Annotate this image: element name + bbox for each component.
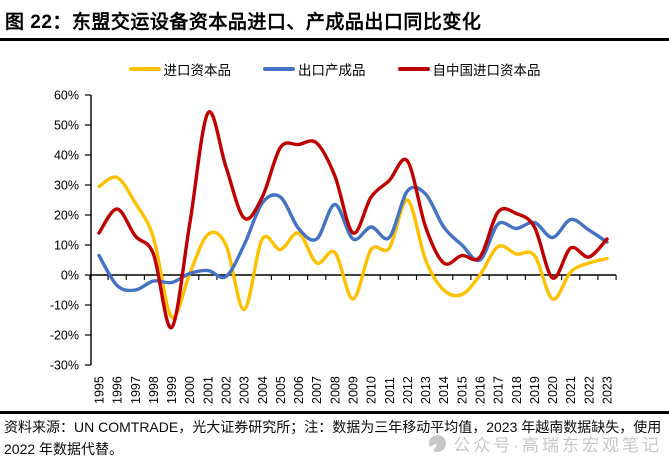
x-axis-label: 2000	[183, 376, 197, 404]
x-axis-label: 2008	[328, 376, 342, 404]
figure-title: 图 22：东盟交运设备资本品进口、产成品出口同比变化	[5, 12, 482, 33]
x-axis-label: 2015	[455, 376, 469, 404]
x-axis-label: 2018	[510, 376, 524, 404]
x-axis-label: 2013	[419, 376, 433, 404]
y-axis-label: -10%	[50, 299, 79, 313]
bottom-divider	[0, 411, 669, 414]
y-axis-label: 50%	[54, 119, 79, 133]
x-axis-label: 1995	[93, 376, 107, 404]
series-line-imports-capital-goods	[97, 175, 609, 320]
chart-area: 60% 50% 40% 30% 20% 10% 0% -10% -20% -30% 1995 1996…	[0, 41, 669, 411]
legend-swatch-imports-capital-from-china	[397, 66, 430, 72]
x-axis-label: 2007	[310, 376, 324, 404]
y-axis-label: -20%	[50, 329, 79, 343]
x-axis-label: 2022	[582, 376, 596, 404]
legend-label-exports-finished-goods: 出口产成品	[298, 63, 366, 78]
y-axis-label: 20%	[54, 209, 79, 223]
y-axis-label: 30%	[54, 179, 79, 193]
y-axis-label: 0%	[61, 269, 79, 283]
x-axis-label: 2017	[492, 376, 506, 404]
x-axis-label: 2006	[292, 376, 306, 404]
x-axis-label: 2016	[474, 376, 488, 404]
legend-label-imports-capital-from-china: 自中国进口资本品	[432, 63, 541, 78]
legend-item-imports-capital-goods: 进口资本品	[128, 59, 232, 79]
watermark-text: 公众号·高瑞东宏观笔记	[453, 435, 662, 455]
legend-item-exports-finished-goods: 出口产成品	[263, 59, 366, 79]
y-axis-label: 60%	[54, 89, 79, 103]
x-axis-label: 2003	[238, 376, 252, 404]
y-axis-label: 10%	[54, 239, 79, 253]
legend-swatch-imports-capital-goods	[128, 66, 161, 72]
x-axis-label: 1999	[165, 376, 179, 404]
x-axis-label: 2021	[564, 376, 578, 404]
x-axis-label: 2023	[601, 376, 615, 404]
y-axis: 60% 50% 40% 30% 20% 10% 0% -10% -20% -30%	[50, 89, 92, 373]
x-axis-label: 2012	[401, 376, 415, 404]
title-divider	[0, 38, 669, 41]
x-axis-label: 2011	[383, 377, 397, 404]
x-axis-label: 1996	[111, 376, 125, 404]
legend-label-imports-capital-goods: 进口资本品	[163, 63, 232, 78]
source-note: 资料来源：UN COMTRADE，光大证券研究所；注：数据为三年移动平均值，20…	[4, 419, 662, 457]
watermark-logo-icon	[429, 434, 447, 452]
watermark: 公众号·高瑞东宏观笔记	[429, 432, 662, 455]
legend-item-imports-capital-from-china: 自中国进口资本品	[397, 59, 541, 79]
series-line-imports-capital-from-china	[97, 110, 609, 330]
chart-svg: 60% 50% 40% 30% 20% 10% 0% -10% -20% -30% 1995 1996…	[50, 89, 617, 404]
x-axis-label: 2004	[256, 376, 270, 404]
x-axis-label: 2002	[220, 376, 234, 404]
x-axis-label: 1997	[129, 376, 143, 404]
y-axis-label: -30%	[50, 359, 79, 373]
x-axis-label: 2020	[546, 376, 560, 404]
x-axis-label: 2019	[528, 376, 542, 404]
x-axis-label: 2001	[201, 376, 215, 404]
x-axis: 1995 1996 1997 1998 1999 2000 2001 2002 2003 2004…	[89, 274, 617, 404]
x-axis-label: 1998	[147, 376, 161, 404]
chart-legend: 进口资本品 出口产成品 自中国进口资本品	[0, 60, 669, 78]
x-axis-label: 2005	[274, 376, 288, 404]
x-axis-label: 2010	[365, 376, 379, 404]
series-line-exports-finished-goods	[97, 185, 609, 293]
y-axis-label: 40%	[54, 149, 79, 163]
x-axis-label: 2009	[347, 376, 361, 404]
legend-swatch-exports-finished-goods	[263, 66, 295, 72]
x-axis-label: 2014	[437, 376, 451, 404]
